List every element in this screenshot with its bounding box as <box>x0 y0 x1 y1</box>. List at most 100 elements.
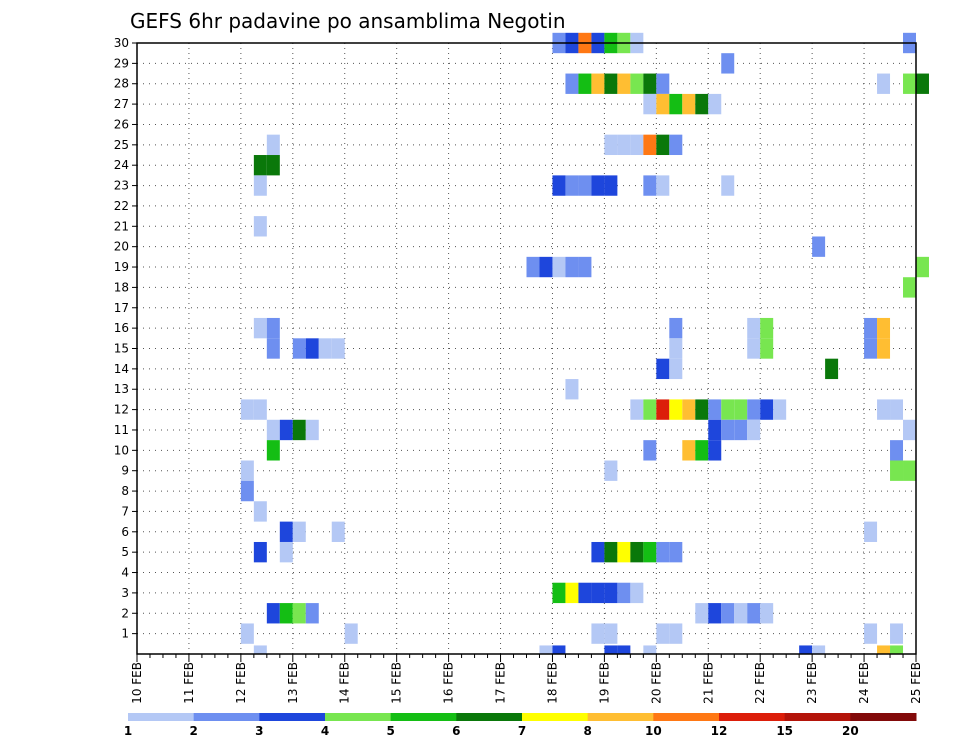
colorbar-swatch <box>390 713 457 721</box>
heatmap-cell <box>604 175 618 196</box>
heatmap-cell <box>669 399 683 420</box>
heatmap-cell <box>721 175 735 196</box>
heatmap-cell <box>760 317 774 339</box>
heatmap-cell <box>266 338 280 359</box>
colorbar-label: 4 <box>321 724 329 738</box>
heatmap-cell <box>565 379 579 400</box>
heatmap-cell <box>682 440 696 461</box>
heatmap-cell <box>890 645 904 654</box>
heatmap-cell <box>630 73 644 94</box>
colorbar-label: 1 <box>124 724 132 738</box>
heatmap-cell <box>240 623 254 644</box>
y-tick-label: 21 <box>114 219 129 233</box>
heatmap-cell <box>604 73 618 94</box>
colorbar-swatch <box>456 713 523 721</box>
y-tick-label: 18 <box>114 280 129 294</box>
heatmap-cells <box>240 32 929 654</box>
heatmap-cell <box>812 236 826 257</box>
heatmap-cell <box>877 317 891 339</box>
y-tick-label: 19 <box>114 260 129 274</box>
x-tick-label: 11 FEB <box>182 662 196 704</box>
y-tick-label: 26 <box>114 117 129 131</box>
heatmap-cell <box>877 338 891 359</box>
x-tick-label: 20 FEB <box>649 662 663 704</box>
heatmap-cell <box>669 317 683 339</box>
y-tick-label: 5 <box>121 545 129 559</box>
heatmap-cell <box>305 419 319 441</box>
heatmap-cell <box>825 358 839 380</box>
heatmap-cell <box>877 73 891 94</box>
heatmap-cell <box>331 521 345 542</box>
colorbar-swatch <box>719 713 786 721</box>
heatmap-cell <box>552 582 566 604</box>
heatmap-cell <box>344 623 358 644</box>
heatmap-cell <box>552 256 566 278</box>
colorbar-swatch <box>193 713 260 721</box>
heatmap-cell <box>669 358 683 380</box>
heatmap-cell <box>279 541 293 563</box>
heatmap-cell <box>669 541 683 563</box>
heatmap-cell <box>890 440 904 461</box>
heatmap-cell <box>604 460 618 481</box>
heatmap-cell <box>578 73 592 94</box>
heatmap-cell <box>669 338 683 359</box>
colorbar-legend: 1 2 3 4 5 6 7 8 10 12 15 20 <box>124 713 917 738</box>
y-tick-label: 14 <box>114 362 129 376</box>
x-tick-label: 21 FEB <box>701 662 715 704</box>
colorbar-label: 2 <box>189 724 197 738</box>
colorbar-label: 6 <box>452 724 460 738</box>
heatmap-cell <box>643 73 657 94</box>
heatmap-cell <box>266 603 280 624</box>
heatmap-cell <box>643 175 657 196</box>
y-tick-label: 6 <box>121 525 129 539</box>
heatmap-cell <box>604 134 618 156</box>
heatmap-cell <box>591 175 605 196</box>
y-tick-label: 22 <box>114 199 129 213</box>
heatmap-cell <box>760 603 774 624</box>
heatmap-cell <box>266 134 280 156</box>
heatmap-cell <box>292 603 306 624</box>
heatmap-cell <box>864 317 878 339</box>
heatmap-cell <box>812 645 826 654</box>
x-tick-label: 24 FEB <box>857 662 871 704</box>
heatmap-cell <box>734 399 748 420</box>
y-tick-label: 7 <box>121 504 129 518</box>
heatmap-cell <box>617 582 631 604</box>
heatmap-cell <box>240 480 254 502</box>
heatmap-cell <box>266 155 280 176</box>
heatmap-cell <box>253 317 267 339</box>
heatmap-cell <box>721 53 735 74</box>
heatmap-cell <box>708 440 722 461</box>
heatmap-cell <box>591 623 605 644</box>
heatmap-cell <box>266 317 280 339</box>
heatmap-cell <box>617 73 631 94</box>
heatmap-cell <box>890 623 904 644</box>
heatmap-cell <box>695 93 709 115</box>
heatmap-cell <box>591 582 605 604</box>
heatmap-cell <box>253 501 267 522</box>
heatmap-cell <box>890 399 904 420</box>
colorbar-label: 15 <box>776 724 793 738</box>
heatmap-cell <box>721 419 735 441</box>
heatmap-cell <box>604 623 618 644</box>
y-tick-label: 1 <box>121 627 129 641</box>
y-tick-label: 12 <box>114 403 129 417</box>
heatmap-cell <box>331 338 345 359</box>
colorbar-label: 8 <box>583 724 591 738</box>
heatmap-cell <box>292 419 306 441</box>
colorbar-swatch <box>259 713 326 721</box>
heatmap-cell <box>253 399 267 420</box>
y-tick-label: 9 <box>121 464 129 478</box>
x-tick-label: 15 FEB <box>390 662 404 704</box>
heatmap-cell <box>903 277 916 298</box>
heatmap-cell <box>643 541 657 563</box>
heatmap-cell <box>643 399 657 420</box>
heatmap-cell <box>656 358 670 380</box>
heatmap-cell <box>799 645 813 654</box>
heatmap-cell <box>552 175 566 196</box>
heatmap-cell <box>604 541 618 563</box>
heatmap-cell <box>578 582 592 604</box>
heatmap-cell <box>747 399 761 420</box>
heatmap-cell <box>656 399 670 420</box>
